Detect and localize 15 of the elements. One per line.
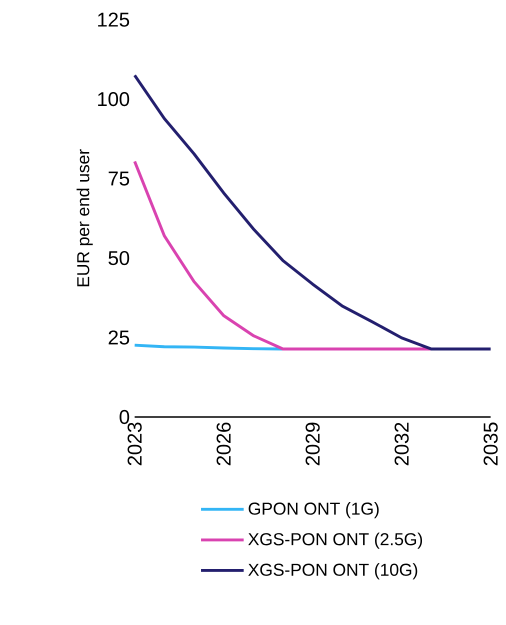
x-tick-label: 2035 — [484, 422, 498, 466]
x-tick-label: 2029 — [306, 422, 320, 466]
y-tick-label: 125 — [98, 12, 130, 27]
y-tick-label: 75 — [108, 172, 130, 186]
y-tick-label: 50 — [108, 250, 130, 266]
y-axis-title: EUR per end user — [76, 149, 93, 286]
y-tick-label: 100 — [98, 92, 130, 106]
x-tick-label: 2032 — [394, 422, 409, 466]
y-tick-label: 25 — [108, 330, 130, 345]
legend-label: GPON ONT (1G) — [248, 502, 379, 518]
x-tick-label: 2026 — [216, 422, 231, 466]
legend-label: XGS-PON ONT (10G) — [248, 563, 418, 580]
legend-label: XGS-PON ONT (2.5G) — [248, 532, 422, 549]
x-tick-label: 2023 — [128, 422, 142, 466]
y-tick-label: 0 — [120, 410, 130, 424]
